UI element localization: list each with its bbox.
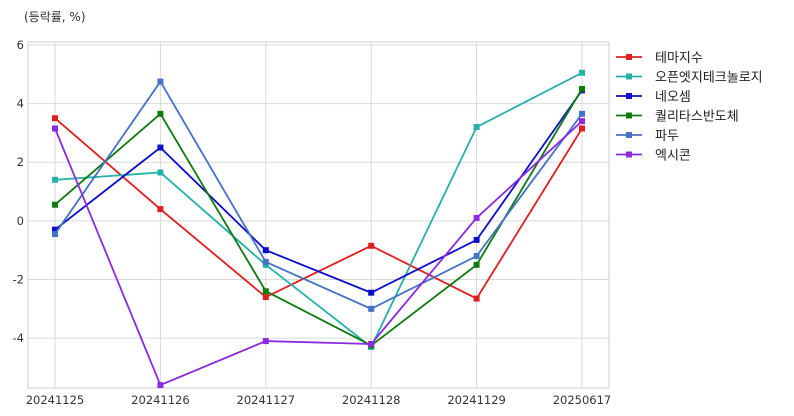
series-point bbox=[579, 85, 585, 92]
series-point bbox=[579, 69, 585, 76]
y-tick-label: 6 bbox=[17, 38, 24, 52]
series-point bbox=[262, 288, 269, 295]
series-point bbox=[368, 305, 375, 312]
y-tick-label: 0 bbox=[17, 214, 24, 228]
legend-marker bbox=[626, 132, 632, 138]
y-tick-label: -4 bbox=[13, 331, 24, 345]
x-tick-label: 20250617 bbox=[553, 393, 612, 407]
series-point bbox=[52, 125, 58, 132]
legend-label: 네오셈 bbox=[655, 90, 691, 105]
legend-label: 엑시콘 bbox=[655, 149, 691, 164]
legend-label: 오픈엣지테크놀로지 bbox=[655, 71, 763, 86]
y-tick-label: 2 bbox=[17, 155, 24, 169]
x-tick-label: 20241125 bbox=[26, 393, 85, 407]
series-point bbox=[52, 201, 58, 208]
series-point bbox=[52, 231, 58, 238]
series-point bbox=[52, 115, 58, 122]
series-point bbox=[473, 236, 480, 243]
legend-marker bbox=[626, 151, 632, 158]
series-line-5 bbox=[54, 120, 583, 387]
unit-label: (등락률, %) bbox=[24, 10, 86, 24]
y-tick-label: -2 bbox=[13, 273, 24, 287]
series-point bbox=[262, 258, 269, 265]
series-point bbox=[579, 118, 585, 125]
series-point bbox=[368, 341, 375, 348]
series-point bbox=[262, 294, 269, 301]
series-point bbox=[52, 176, 58, 183]
series-point bbox=[368, 289, 375, 296]
series-point bbox=[262, 338, 269, 345]
series-point bbox=[473, 295, 480, 302]
legend-marker bbox=[626, 93, 632, 99]
x-tick-label: 20241128 bbox=[342, 393, 401, 407]
series-line-2 bbox=[54, 89, 583, 294]
legend-label: 퀄리타스반도체 bbox=[655, 110, 739, 125]
series-point bbox=[157, 169, 164, 176]
series-point bbox=[262, 247, 269, 254]
series-point bbox=[52, 226, 58, 233]
y-tick-label: 4 bbox=[17, 97, 24, 111]
legend-marker bbox=[626, 73, 632, 80]
plot-area bbox=[27, 41, 610, 389]
series-point bbox=[473, 261, 480, 268]
x-tick-label: 20241127 bbox=[237, 393, 296, 407]
series-point bbox=[157, 78, 164, 85]
x-tick-label: 20241129 bbox=[447, 393, 506, 407]
legend-label: 파두 bbox=[655, 129, 679, 144]
legend-label: 테마지수 bbox=[655, 51, 703, 66]
legend-marker bbox=[626, 54, 632, 60]
series-point bbox=[157, 110, 164, 117]
series-point bbox=[157, 144, 164, 151]
series-point bbox=[473, 214, 480, 221]
series-point bbox=[368, 242, 375, 249]
series-point bbox=[579, 110, 585, 117]
series-line-1 bbox=[54, 71, 583, 349]
series-point bbox=[579, 125, 585, 132]
series-point bbox=[157, 206, 164, 213]
series-line-3 bbox=[54, 88, 583, 347]
series-point bbox=[473, 124, 480, 131]
series-point bbox=[157, 382, 164, 389]
series-point bbox=[473, 253, 480, 260]
legend-marker bbox=[626, 112, 632, 119]
x-tick-label: 20241126 bbox=[131, 393, 190, 407]
series-line-4 bbox=[54, 79, 583, 310]
